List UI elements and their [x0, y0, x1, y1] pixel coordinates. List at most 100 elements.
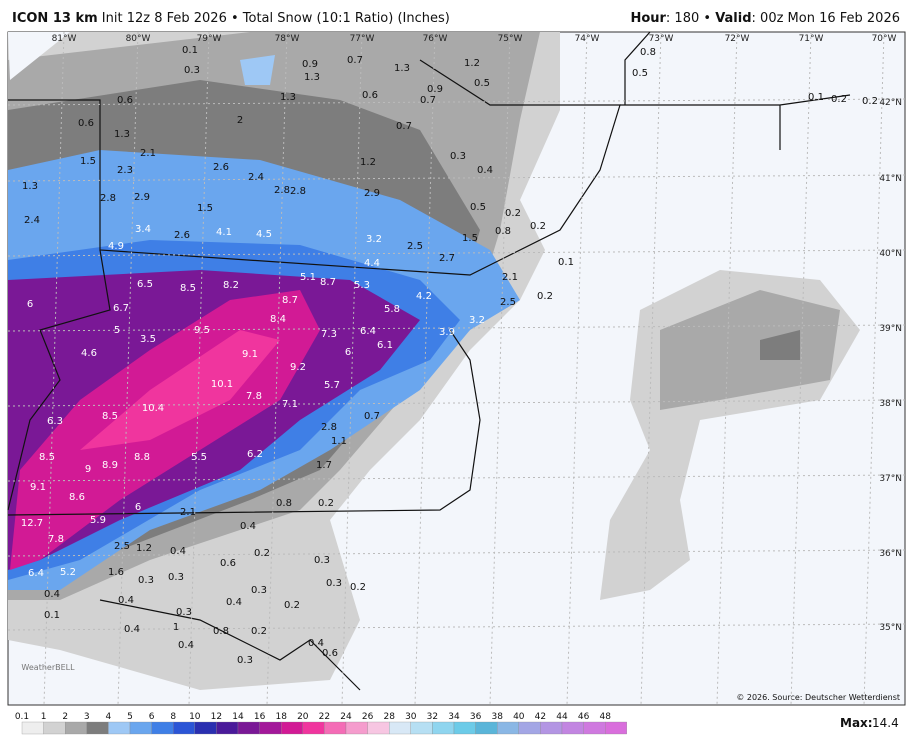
snow-amount: 0.2 [530, 221, 546, 232]
snow-amount: 0.4 [124, 624, 140, 635]
snow-amount: 6.5 [137, 279, 153, 290]
snow-amount: 2.8 [290, 186, 306, 197]
legend-label: 1 [41, 712, 47, 722]
latitude-label: 39°N [879, 324, 902, 334]
snow-amount: 6.1 [377, 340, 393, 351]
snow-amount: 0.3 [138, 575, 154, 586]
legend-swatch [151, 721, 174, 735]
latitude-label: 42°N [879, 98, 902, 108]
snow-amount: 8.5 [39, 452, 55, 463]
snow-amount: 0.3 [176, 607, 192, 618]
longitude-label: 76°W [423, 34, 448, 44]
snow-amount: 4.4 [364, 258, 380, 269]
legend-label: 26 [362, 712, 374, 722]
snow-amount: 1 [173, 622, 179, 633]
snow-amount: 9.2 [290, 362, 306, 373]
snow-amount: 2.4 [248, 172, 264, 183]
legend-label: 48 [599, 712, 611, 722]
legend-label: 44 [556, 712, 568, 722]
snow-amount: 5.2 [60, 567, 76, 578]
legend-label: 2 [62, 712, 68, 722]
legend-swatch [259, 721, 282, 735]
latitude-label: 41°N [879, 174, 902, 184]
legend-label: 46 [578, 712, 590, 722]
snow-amount: 0.2 [318, 498, 334, 509]
latitude-label: 36°N [879, 549, 902, 559]
snow-amount: 4.6 [81, 348, 97, 359]
longitude-label: 81°W [52, 34, 77, 44]
longitude-label: 80°W [126, 34, 151, 44]
legend-label: 12 [211, 712, 222, 722]
logo: WeatherBELL [21, 663, 75, 672]
snow-amount: 2.9 [134, 192, 150, 203]
snow-amount: 7.8 [246, 391, 262, 402]
snow-amount: 5 [114, 325, 120, 336]
legend-swatch [43, 721, 66, 735]
snow-amount: 0.6 [117, 95, 133, 106]
snow-amount: 6.4 [360, 326, 376, 337]
legend-label: 16 [254, 712, 266, 722]
snow-amount: 1.6 [108, 567, 124, 578]
snow-amount: 1.3 [394, 63, 410, 74]
snow-amount: 8.5 [102, 411, 118, 422]
snow-amount: 0.6 [322, 648, 338, 659]
meridian [863, 31, 885, 706]
snow-amount: 0.2 [862, 96, 878, 107]
snow-amount: 2.4 [24, 215, 40, 226]
meridian [341, 31, 363, 706]
snow-amount: 0.1 [808, 92, 824, 103]
snow-amount: 2.1 [180, 507, 196, 518]
snow-amount: 2.9 [364, 188, 380, 199]
snow-amount: 0.6 [220, 558, 236, 569]
valid: : 00z Mon 16 Feb 2026 [752, 11, 900, 26]
snow-amount: 0.7 [420, 95, 436, 106]
snow-amount: 0.3 [251, 585, 267, 596]
longitude-label: 74°W [575, 34, 600, 44]
snow-amount: 2 [237, 115, 243, 126]
snow-amount: 6 [27, 299, 33, 310]
snow-amount: 8.9 [102, 460, 118, 471]
snow-amount: 0.2 [254, 548, 270, 559]
snow-amount: 3.2 [469, 315, 485, 326]
legend-swatch [540, 721, 563, 735]
snow-amount: 0.3 [168, 572, 184, 583]
legend-swatch [497, 721, 519, 735]
snow-amount: 2.6 [213, 162, 229, 173]
legend-label: 42 [535, 712, 546, 722]
snow-amount: 5.1 [300, 272, 316, 283]
legend-label: 10 [189, 712, 201, 722]
legend-swatch [86, 721, 109, 735]
snow-amount: 0.1 [558, 257, 574, 268]
snow-amount: 9 [85, 464, 91, 475]
legend-label: 8 [170, 712, 176, 722]
meridian [489, 31, 511, 706]
legend-swatch [65, 721, 87, 735]
legend-swatch [237, 721, 260, 735]
longitude-label: 75°W [498, 34, 523, 44]
snow-amount: 6 [345, 347, 351, 358]
snow-amount: 0.5 [474, 78, 490, 89]
snow-amount: 4.2 [416, 291, 432, 302]
snow-amount: 2.8 [100, 193, 116, 204]
legend-swatch [302, 721, 325, 735]
snow-amount: 0.6 [78, 118, 94, 129]
snow-amount: 0.2 [831, 94, 847, 105]
snow-amount: 7.3 [321, 329, 337, 340]
legend-label: 28 [383, 712, 395, 722]
snow-amount: 5.5 [191, 452, 207, 463]
snow-amount: 1.5 [197, 203, 213, 214]
snow-amount: 0.4 [44, 589, 60, 600]
snow-amount: 2.8 [274, 185, 290, 196]
legend-swatch [324, 721, 347, 735]
snow-amount: 2.5 [407, 241, 423, 252]
snow-amount: 0.4 [477, 165, 493, 176]
legend-label: 18 [275, 712, 287, 722]
run: Init 12z 8 Feb 2026 • Total Snow (10:1 R… [102, 11, 450, 26]
meridian [640, 31, 662, 706]
snow-amount: 0.1 [182, 45, 198, 56]
legend-swatch [432, 721, 455, 735]
legend-swatch [367, 721, 390, 735]
snow-amount: 2.3 [117, 165, 133, 176]
meridian [43, 31, 65, 706]
snow-amount: 5.3 [354, 280, 370, 291]
